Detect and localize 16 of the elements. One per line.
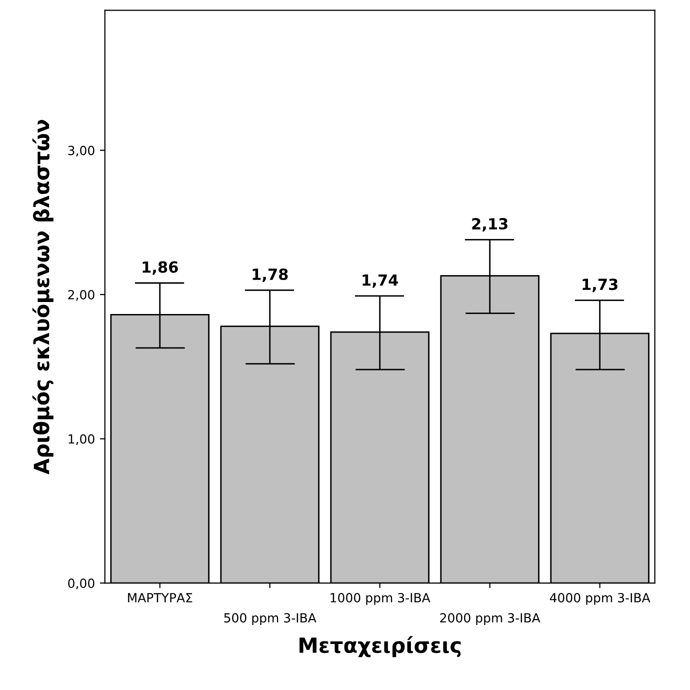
y-tick-label: 1,00 bbox=[68, 434, 94, 445]
x-tick-label: 4000 ppm 3-IBA bbox=[550, 592, 650, 605]
y-tick-label: 2,00 bbox=[68, 290, 94, 301]
y-tick-label: 0,00 bbox=[68, 578, 94, 590]
data-label: 2,13 bbox=[472, 218, 508, 232]
x-tick-label: 500 ppm 3-IBA bbox=[224, 613, 316, 626]
x-axis-title: Μεταχειρίσεις bbox=[300, 636, 461, 658]
y-axis-title: Αριθμός εκλυόμενων βλαστών bbox=[32, 120, 54, 474]
x-tick-label: ΜΑΡΤΥΡΑΣ bbox=[128, 593, 192, 602]
x-tick-label: 2000 ppm 3-IBA bbox=[440, 613, 540, 626]
data-label: 1,86 bbox=[142, 261, 178, 275]
data-label: 1,73 bbox=[582, 278, 618, 292]
y-tick-label: 3,00 bbox=[68, 146, 94, 156]
data-label: 1,78 bbox=[252, 268, 288, 282]
data-label: 1,74 bbox=[362, 274, 398, 288]
x-tick-label: 1000 ppm 3-IBA bbox=[330, 592, 430, 605]
